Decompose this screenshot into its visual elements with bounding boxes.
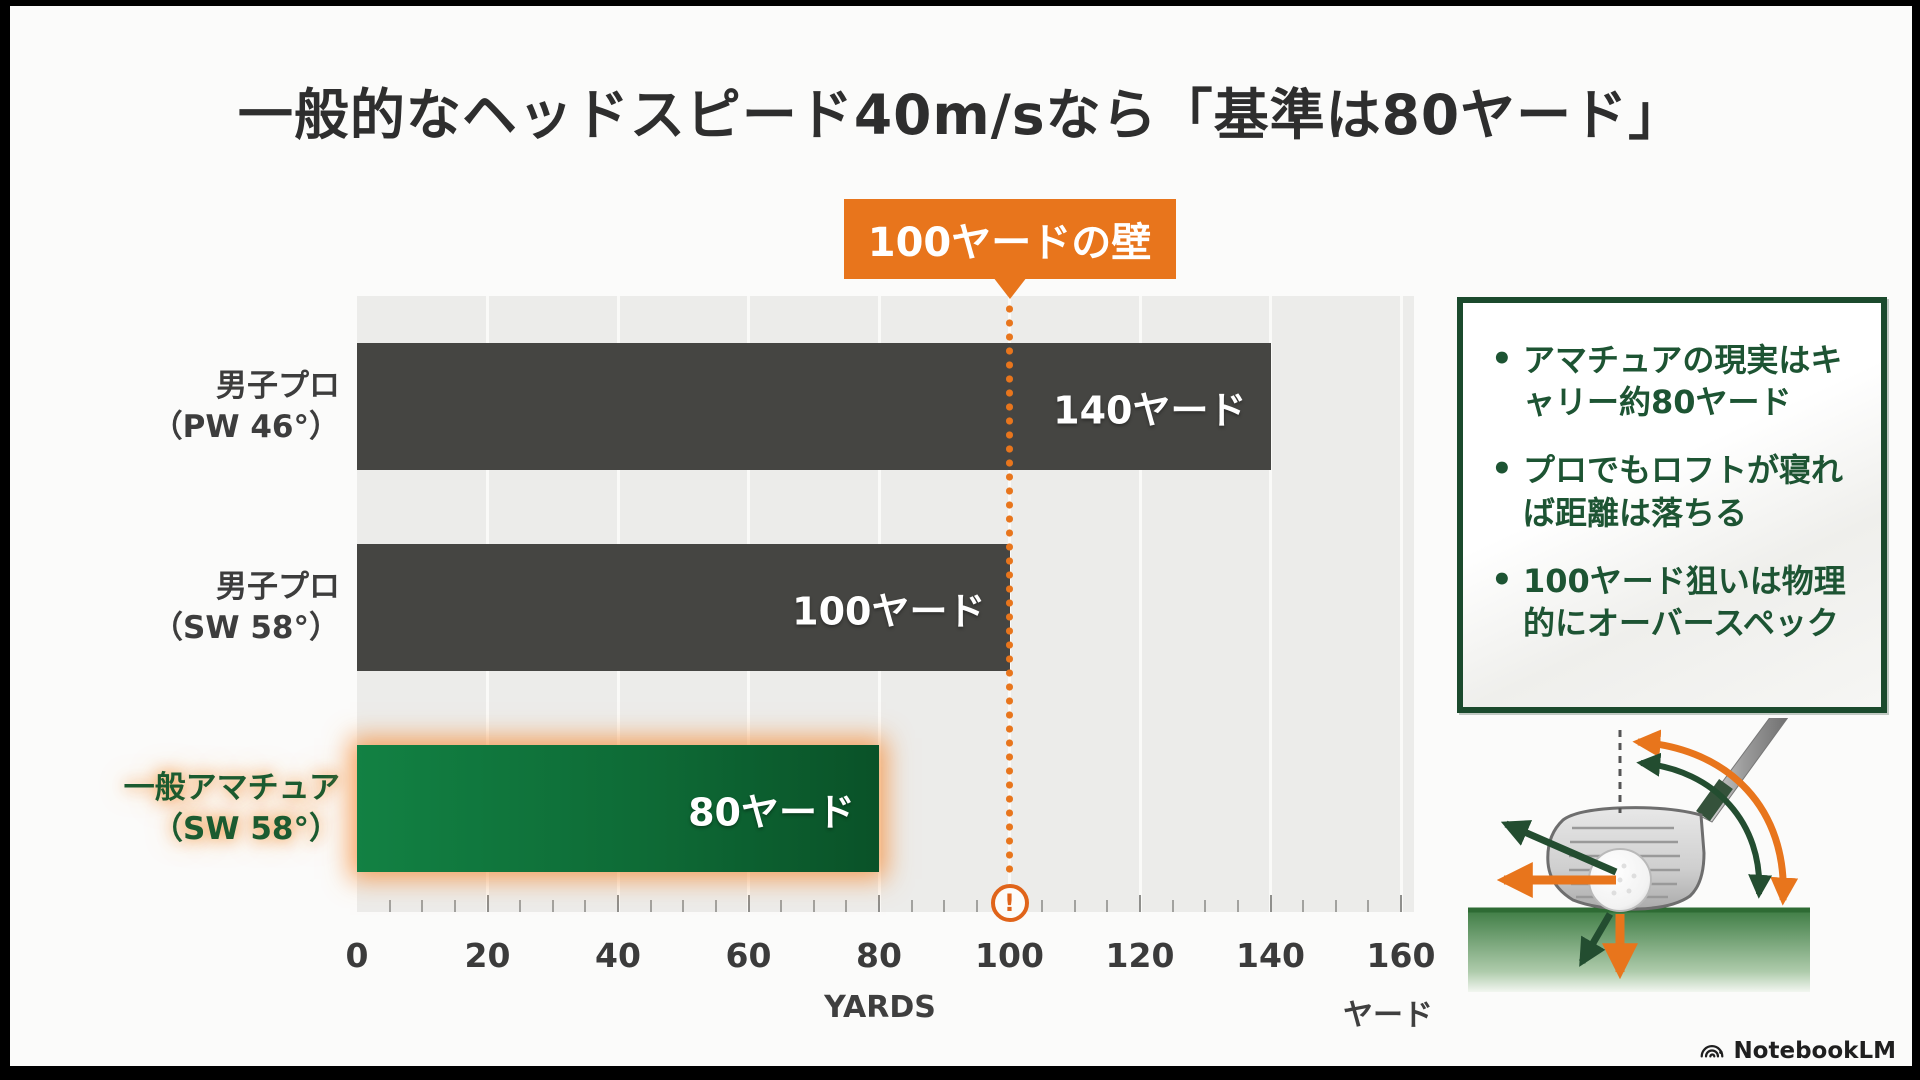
letterbox-right [1912,0,1920,1080]
notebooklm-logo-icon [1701,1045,1724,1058]
category-label: 一般アマチュア （SW 58°） [123,770,340,847]
axis-tick [780,900,783,912]
axis-tick [1139,895,1141,912]
axis-tick [975,900,978,912]
x-tick-label: 160 [1366,936,1436,975]
branding-text: NotebookLM [1733,1038,1896,1064]
axis-tick [1236,900,1239,912]
axis-tick [812,900,815,912]
axis-tick [910,900,913,912]
key-point-item: アマチュアの現実はキャリー約80ヤード [1489,337,1855,423]
x-tick-label: 120 [1105,936,1175,975]
axis-tick [878,895,880,912]
plot-area: ! 140ヤード 100ヤード 80ヤード [357,296,1414,922]
bar-value-label: 140ヤード [1053,388,1247,432]
x-axis-labels: 0 20 40 60 80 100 120 140 160 [346,936,1436,982]
axis-tick [714,900,717,912]
warning-circle-icon: ! [990,884,1029,922]
loft-arc-green [1636,752,1773,899]
axis-tick [1073,900,1076,912]
axis-tick [682,900,685,912]
category-labels: 男子プロ （PW 46°） 男子プロ （SW 58°） 一般アマチュア （SW 58°） [38,296,340,912]
key-point-item: 100ヤード狙いは物理的にオーバースペック [1489,558,1855,644]
axis-tick [421,900,424,912]
axis-tick [388,900,391,912]
key-points-list: アマチュアの現実はキャリー約80ヤード プロでもロフトが寝れば距離は落ちる 10… [1489,337,1855,644]
bar-value-label: 100ヤード [792,589,986,633]
x-tick-label: 40 [595,936,641,975]
axis-tick [1334,900,1337,912]
wall-dotted-line [1006,304,1013,878]
axis-tick [1204,900,1207,912]
axis-tick [1367,900,1370,912]
axis-tick [845,900,848,912]
axis-tick [649,900,652,912]
axis-tick [551,900,554,912]
ground [1468,910,1810,992]
x-tick-label: 20 [464,936,511,975]
x-axis-caption-ja: ヤード [1343,998,1433,1033]
letterbox-bottom [0,1066,1920,1080]
page-title: 一般的なヘッドスピード40m/sなら「基準は80ヤード」 [237,83,1685,147]
bar-100ヤード: 100ヤード [357,544,1010,671]
arrow-spin-green [1578,912,1614,967]
key-points-box: アマチュアの現実はキャリー約80ヤード プロでもロフトが寝れば距離は落ちる 10… [1457,297,1887,713]
axis-tick [1302,900,1305,912]
axis-tick [747,895,750,912]
axis-tick [584,900,587,912]
x-tick-label: 60 [725,936,772,975]
bar-80ヤード: 80ヤード [357,745,879,872]
gridline [1269,296,1272,912]
gridline [1399,296,1403,912]
category-label: 男子プロ （PW 46°） [151,368,340,445]
axis-tick [1041,900,1044,912]
letterbox-left [0,0,10,1080]
warning-exclamation: ! [1004,889,1015,917]
axis-tick [519,900,522,912]
arrow-high-launch-green [1500,820,1618,876]
letterbox-top [0,0,1920,6]
axis-tick [617,895,619,912]
axis-tick [943,900,946,912]
category-label: 男子プロ （SW 58°） [152,569,340,646]
axis-tick [1106,900,1109,912]
axis-tick [453,900,456,912]
x-tick-label: 100 [975,936,1044,975]
slide-background: 一般的なヘッドスピード40m/sなら「基準は80ヤード」 100ヤードの壁 男子… [10,6,1912,1066]
axis-tick [486,895,489,912]
x-tick-label: 80 [856,936,902,975]
golf-impact-illustration [1468,718,1810,992]
x-tick-label: 0 [345,936,369,975]
bar-140ヤード: 140ヤード [357,343,1271,470]
gridline [1138,296,1142,912]
x-axis-caption-en: YARDS [824,990,936,1025]
axis-tick [1400,895,1402,912]
axis-tick [1171,900,1174,912]
branding: NotebookLM [1699,1038,1896,1064]
bar-value-label: 80ヤード [688,790,855,834]
axis-tick [1269,895,1272,912]
wall-callout: 100ヤードの壁 [843,199,1176,279]
key-point-item: プロでもロフトが寝れば距離は落ちる [1489,447,1855,533]
wall-callout-label: 100ヤードの壁 [867,220,1152,266]
x-tick-label: 140 [1236,936,1305,975]
